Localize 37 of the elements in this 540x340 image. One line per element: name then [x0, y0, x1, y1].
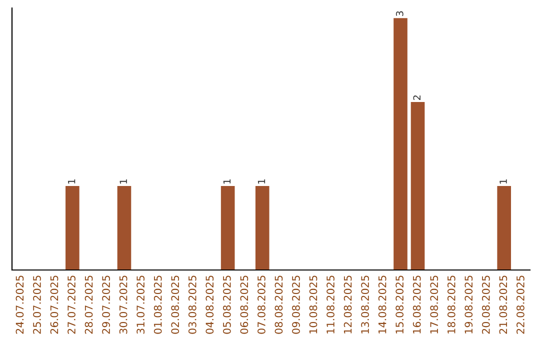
x-tick-label: 13.08.2025 [361, 276, 369, 334]
data-label: 1 [68, 179, 76, 184]
data-label: 3 [396, 11, 404, 16]
x-tick-label: 25.07.2025 [33, 276, 41, 334]
data-label: 1 [120, 179, 127, 184]
x-tick-label: 06.08.2025 [240, 276, 248, 334]
x-tick-label: 02.08.2025 [171, 276, 180, 334]
x-tick-label: 17.08.2025 [430, 276, 438, 334]
x-tick-label: 12.08.2025 [344, 276, 352, 334]
x-tick-label: 01.08.2025 [154, 276, 162, 334]
x-tick-label: 28.07.2025 [84, 276, 93, 334]
x-tick-label: 22.08.2025 [516, 276, 524, 334]
x-tick-label: 09.08.2025 [292, 276, 300, 334]
data-label: 1 [258, 179, 266, 184]
x-tick-label: 21.08.2025 [499, 276, 508, 334]
x-tick-label: 30.07.2025 [119, 276, 128, 334]
x-tick-label: 05.08.2025 [222, 276, 231, 334]
data-label: 1 [223, 179, 231, 184]
x-tick-label: 16.08.2025 [412, 276, 421, 334]
x-tick-label: 26.07.2025 [50, 276, 58, 334]
x-tick-label: 24.07.2025 [16, 276, 24, 334]
x-tick-label: 08.08.2025 [274, 276, 283, 334]
x-tick-label: 14.08.2025 [378, 276, 386, 334]
x-tick-label: 11.08.2025 [326, 276, 334, 334]
x-tick-label: 03.08.2025 [188, 276, 196, 334]
x-tick-label: 04.08.2025 [206, 276, 214, 334]
x-tick-label: 10.08.2025 [309, 276, 318, 334]
x-tick-label: 29.07.2025 [102, 276, 110, 334]
data-label: 1 [500, 179, 507, 184]
data-label: 2 [413, 95, 420, 100]
x-tick-label: 07.08.2025 [258, 276, 266, 334]
x-tick-label: 27.07.2025 [68, 276, 76, 334]
x-tick-label: 19.08.2025 [464, 276, 473, 334]
x-tick-label: 15.08.2025 [396, 276, 404, 334]
x-tick-label: 20.08.2025 [482, 276, 490, 334]
x-tick-label: 18.08.2025 [447, 276, 456, 334]
x-tick-label: 31.07.2025 [136, 276, 145, 334]
